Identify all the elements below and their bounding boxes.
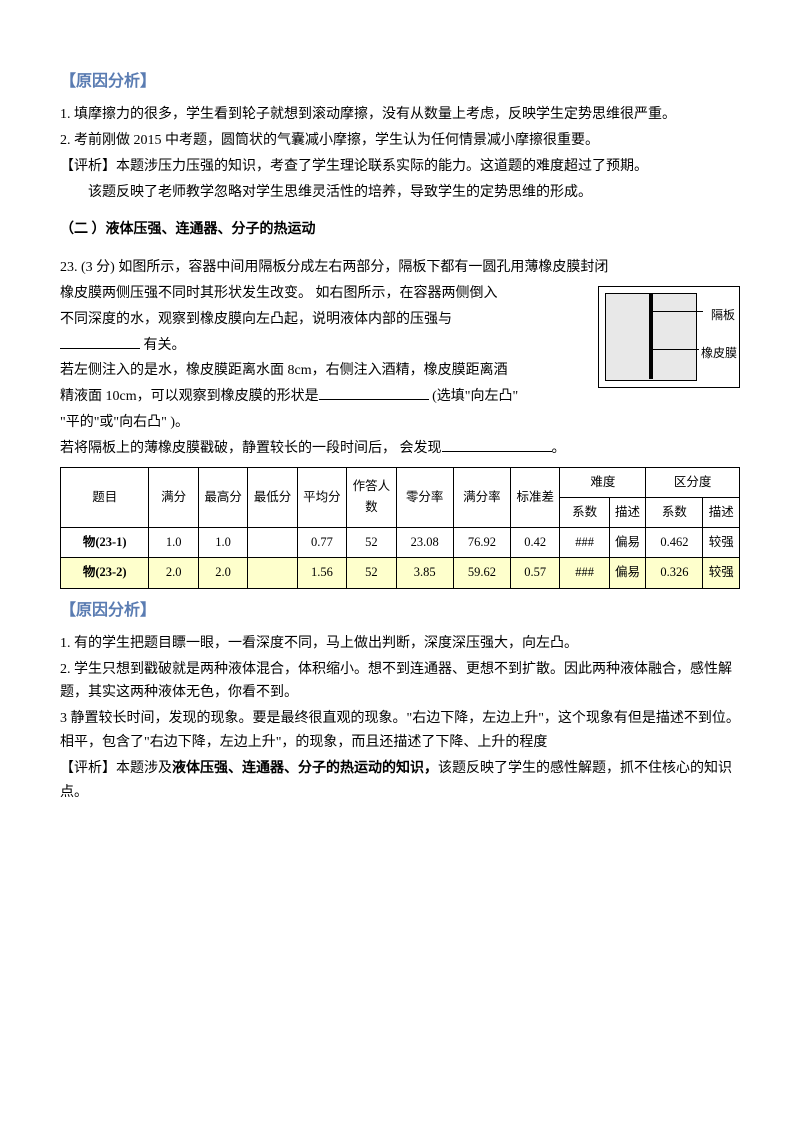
cell: 1.56 <box>297 558 346 588</box>
q23-line2a: 橡皮膜两侧压强不同时其形状发生改变。 如右图所示，在容器两侧倒入 <box>60 282 590 306</box>
th-rcoef: 系数 <box>646 497 703 527</box>
subsection-title: （二 ）液体压强、连通器、分子的热运动 <box>60 218 740 242</box>
analysis-2-p1: 1. 有的学生把题目瞟一眼，一看深度不同，马上做出判断，深度深压强大，向左凸。 <box>60 632 740 656</box>
q23-line3a: 若左侧注入的是水，橡皮膜距离水面 8cm，右侧注入酒精，橡皮膜距离酒 <box>60 359 590 383</box>
th-full: 满分 <box>149 467 198 528</box>
cell: 较强 <box>703 528 740 558</box>
cell <box>248 558 297 588</box>
question-23-block: 23. (3 分) 如图所示，容器中间用隔板分成左右两部分，隔板下都有一圆孔用薄… <box>60 256 740 460</box>
analysis-2-p4a: 【评析】本题涉及 <box>60 761 172 776</box>
th-zero: 零分率 <box>396 467 453 528</box>
q23-line3b: 精液面 10cm，可以观察到橡皮膜的形状是 (选填"向左凸" <box>60 385 590 409</box>
q23-line3c-text: (选填"向左凸" <box>429 389 519 404</box>
th-rdesc: 描述 <box>703 497 740 527</box>
th-discrim: 区分度 <box>646 467 740 497</box>
q23-lead: 23. (3 分) 如图所示，容器中间用隔板分成左右两部分，隔板下都有一圆孔用薄… <box>60 256 740 280</box>
q23-line2b: 不同深度的水，观察到橡皮膜向左凸起，说明液体内部的压强与 <box>60 308 590 332</box>
q23-line3d: "平的"或"向右凸" )。 <box>60 411 590 435</box>
analysis-2-p4b: 液体压强、连通器、分子的热运动的知识， <box>172 761 438 776</box>
stats-table: 题目 满分 最高分 最低分 平均分 作答人数 零分率 满分率 标准差 难度 区分… <box>60 467 740 589</box>
q23-line2c-text: 有关。 <box>140 338 186 353</box>
th-ddesc: 描述 <box>609 497 645 527</box>
analysis-1-p4: 该题反映了老师教学忽略对学生思维灵活性的培养，导致学生的定势思维的形成。 <box>60 181 740 205</box>
diagram-lead-2 <box>649 349 699 350</box>
cell: 较强 <box>703 558 740 588</box>
q23-line4a-text: 若将隔板上的薄橡皮膜戳破，静置较长的一段时间后， 会发现 <box>60 441 442 456</box>
th-max: 最高分 <box>198 467 247 528</box>
diagram-label-membrane: 橡皮膜 <box>701 343 737 363</box>
th-count: 作答人数 <box>347 467 396 528</box>
table-header-row-1: 题目 满分 最高分 最低分 平均分 作答人数 零分率 满分率 标准差 难度 区分… <box>61 467 740 497</box>
cell: 23.08 <box>396 528 453 558</box>
q23-line4: 若将隔板上的薄橡皮膜戳破，静置较长的一段时间后， 会发现 。 <box>60 437 740 461</box>
cell: ### <box>560 558 609 588</box>
blank-2 <box>319 399 429 400</box>
diagram-lead-1 <box>653 311 703 312</box>
cell: 2.0 <box>149 558 198 588</box>
cell: 59.62 <box>453 558 510 588</box>
q23-line2c: 有关。 <box>60 334 590 358</box>
analysis-1-p2: 2. 考前刚做 2015 中考题，圆筒状的气囊减小摩擦，学生认为任何情景减小摩擦… <box>60 129 740 153</box>
cell-label: 物(23-1) <box>61 528 149 558</box>
q23-line2b-text: 不同深度的水，观察到橡皮膜向左凸起，说明液体内部的压强与 <box>60 312 452 327</box>
analysis-title-2: 【原因分析】 <box>60 597 740 624</box>
blank-1 <box>60 348 140 349</box>
cell-label: 物(23-2) <box>61 558 149 588</box>
analysis-1-p1: 1. 填摩擦力的很多，学生看到轮子就想到滚动摩擦，没有从数量上考虑，反映学生定势… <box>60 103 740 127</box>
analysis-2-p4: 【评析】本题涉及液体压强、连通器、分子的热运动的知识，该题反映了学生的感性解题，… <box>60 757 740 805</box>
q23-line4b-text: 。 <box>552 441 566 456</box>
cell: 0.77 <box>297 528 346 558</box>
th-avg: 平均分 <box>297 467 346 528</box>
th-question: 题目 <box>61 467 149 528</box>
cell: 0.57 <box>510 558 559 588</box>
th-fullrate: 满分率 <box>453 467 510 528</box>
cell: ### <box>560 528 609 558</box>
analysis-1-p3: 【评析】本题涉压力压强的知识，考查了学生理论联系实际的能力。这道题的难度超过了预… <box>60 155 740 179</box>
cell: 2.0 <box>198 558 247 588</box>
cell <box>248 528 297 558</box>
cell: 1.0 <box>198 528 247 558</box>
q23-line3b-text: 精液面 10cm，可以观察到橡皮膜的形状是 <box>60 389 319 404</box>
cell: 1.0 <box>149 528 198 558</box>
table-row: 物(23-2) 2.0 2.0 1.56 52 3.85 59.62 0.57 … <box>61 558 740 588</box>
q23-body: 橡皮膜两侧压强不同时其形状发生改变。 如右图所示，在容器两侧倒入 不同深度的水，… <box>60 282 590 435</box>
cell: 0.42 <box>510 528 559 558</box>
blank-3 <box>442 451 552 452</box>
analysis-2-p3: 3 静置较长时间，发现的现象。要是最终很直观的现象。"右边下降，左边上升"，这个… <box>60 707 740 755</box>
cell: 76.92 <box>453 528 510 558</box>
th-difficulty: 难度 <box>560 467 646 497</box>
diagram-divider <box>649 293 653 379</box>
diagram-label-divider: 隔板 <box>711 305 735 325</box>
analysis-2-p2: 2. 学生只想到戳破就是两种液体混合，体积缩小。想不到连通器、更想不到扩散。因此… <box>60 658 740 706</box>
th-min: 最低分 <box>248 467 297 528</box>
cell: 3.85 <box>396 558 453 588</box>
analysis-title-1: 【原因分析】 <box>60 68 740 95</box>
cell: 偏易 <box>609 558 645 588</box>
cell: 0.462 <box>646 528 703 558</box>
cell: 偏易 <box>609 528 645 558</box>
table-row: 物(23-1) 1.0 1.0 0.77 52 23.08 76.92 0.42… <box>61 528 740 558</box>
th-dcoef: 系数 <box>560 497 609 527</box>
cell: 0.326 <box>646 558 703 588</box>
cell: 52 <box>347 528 396 558</box>
container-diagram: 隔板 橡皮膜 <box>598 286 740 388</box>
cell: 52 <box>347 558 396 588</box>
th-sd: 标准差 <box>510 467 559 528</box>
